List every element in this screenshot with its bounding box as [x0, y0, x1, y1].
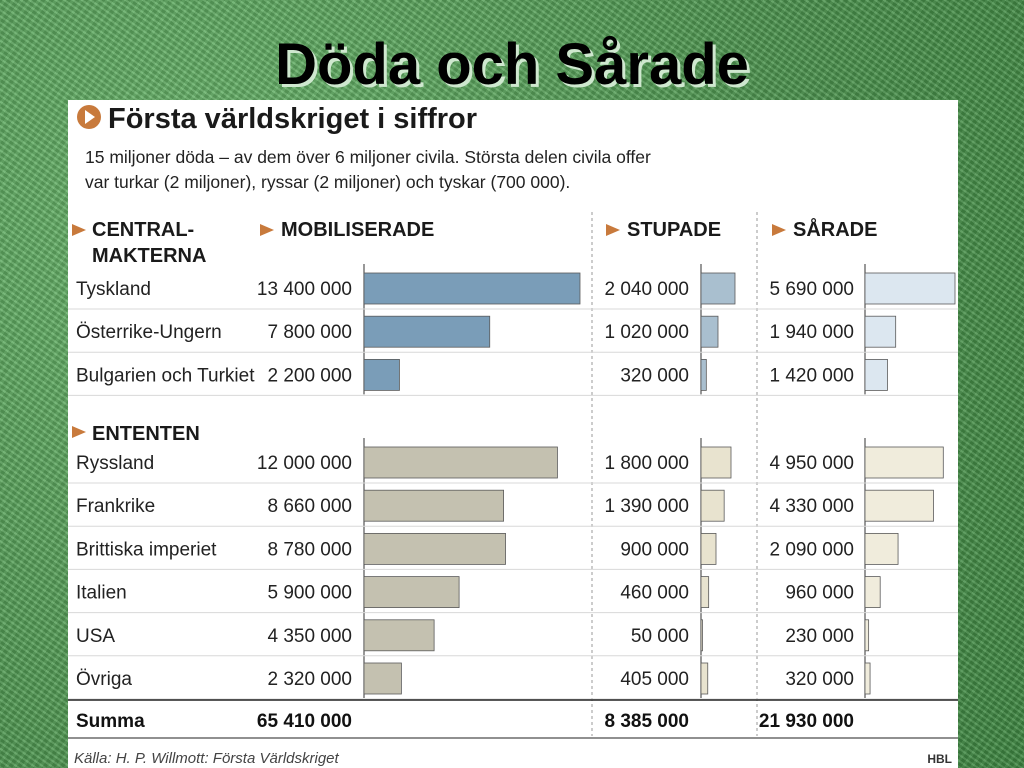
central-label-2: MAKTERNA [92, 245, 206, 267]
casualty-chart: Första världskriget i siffror 15 miljone… [68, 103, 958, 767]
sarade-value: 1 940 000 [769, 322, 854, 343]
mobiliserade-value: 5 900 000 [267, 583, 352, 604]
mobiliserade-value: 8 660 000 [267, 496, 352, 517]
country-label: Österrike-Ungern [76, 322, 222, 343]
stupade-value: 1 800 000 [604, 453, 689, 474]
col-head-stupade: STUPADE [627, 219, 721, 241]
stupade-value: 320 000 [620, 365, 689, 386]
stupade-value: 460 000 [620, 583, 689, 604]
sarade-bar [864, 446, 944, 479]
country-label: Bulgarien och Turkiet [76, 365, 255, 386]
sarade-value: 4 330 000 [769, 496, 854, 517]
intro-line-2: var turkar (2 miljoner), ryssar (2 miljo… [85, 172, 570, 192]
mobiliserade-bar [363, 662, 402, 695]
sarade-bar [864, 576, 881, 609]
mobiliserade-value: 12 000 000 [257, 453, 352, 474]
col-head-mobiliserade: MOBILISERADE [281, 219, 434, 241]
sarade-value: 2 090 000 [769, 539, 854, 560]
total-sarade: 21 930 000 [759, 711, 854, 732]
sarade-value: 960 000 [785, 583, 854, 604]
stupade-value: 50 000 [631, 626, 689, 647]
sarade-value: 320 000 [785, 669, 854, 690]
entente-arrow-icon [72, 426, 86, 438]
mobiliserade-bar [363, 272, 581, 305]
totals-label: Summa [76, 711, 145, 732]
stupade-bar [700, 532, 717, 565]
country-label: Ryssland [76, 453, 154, 474]
stupade-bar [700, 489, 725, 522]
slide-title: Döda och Sårade [275, 32, 749, 97]
country-label: Italien [76, 583, 127, 604]
infographic-panel: Första världskriget i siffror 15 miljone… [68, 100, 958, 768]
mobiliserade-bar [363, 619, 435, 652]
sarade-value: 4 950 000 [769, 453, 854, 474]
central-arrow-icon [72, 224, 86, 236]
sarade-value: 1 420 000 [769, 365, 854, 386]
panel-heading: Första världskriget i siffror [108, 103, 477, 135]
country-label: Brittiska imperiet [76, 539, 217, 560]
intro-line-1: 15 miljoner döda – av dem över 6 miljone… [85, 147, 651, 167]
mobiliserade-bar [363, 576, 460, 609]
mobiliserade-bar [363, 489, 504, 522]
country-label: Frankrike [76, 496, 155, 517]
country-label: Övriga [76, 669, 132, 690]
mobiliserade-value: 13 400 000 [257, 279, 352, 300]
mobiliserade-bar [363, 532, 506, 565]
mobiliserade-bar [363, 358, 400, 391]
mobiliserade-value: 7 800 000 [267, 322, 352, 343]
stupade-bar [700, 576, 710, 609]
col-head-sarade: SÅRADE [793, 217, 877, 241]
stupade-value: 900 000 [620, 539, 689, 560]
stupade-value: 2 040 000 [604, 279, 689, 300]
total-mobiliserade: 65 410 000 [257, 711, 352, 732]
mobiliserade-bar [363, 446, 558, 479]
sarade-bar [864, 315, 897, 348]
sarade-bar [864, 662, 871, 695]
stupade-bar [700, 446, 732, 479]
sar-arrow-icon [772, 224, 786, 236]
stupade-bar [700, 662, 709, 695]
sarade-bar [864, 489, 934, 522]
sarade-bar [864, 619, 870, 652]
country-label: Tyskland [76, 279, 151, 300]
brand-mark: HBL [927, 752, 952, 766]
entente-label: ENTENTEN [92, 423, 200, 445]
sarade-value: 5 690 000 [769, 279, 854, 300]
mobiliserade-value: 4 350 000 [267, 626, 352, 647]
total-stupade: 8 385 000 [604, 711, 689, 732]
mobiliserade-bar [363, 315, 491, 348]
mob-arrow-icon [260, 224, 274, 236]
stupade-bar [700, 358, 707, 391]
rows-layer: Tyskland 13 400 000 2 040 000 5 690 000 Öste… [68, 264, 958, 700]
stupade-bar [700, 272, 736, 305]
sarade-bar [864, 358, 888, 391]
central-label-1: CENTRAL- [92, 219, 194, 241]
stupade-bar [700, 315, 719, 348]
sarade-value: 230 000 [785, 626, 854, 647]
sarade-bar [864, 272, 956, 305]
stupade-value: 1 020 000 [604, 322, 689, 343]
stupade-value: 1 390 000 [604, 496, 689, 517]
mobiliserade-value: 2 200 000 [267, 365, 352, 386]
stu-arrow-icon [606, 224, 620, 236]
stupade-value: 405 000 [620, 669, 689, 690]
country-label: USA [76, 626, 115, 647]
source-note: Källa: H. P. Willmott: Första Världskrig… [74, 750, 340, 767]
mobiliserade-value: 8 780 000 [267, 539, 352, 560]
sarade-bar [864, 532, 899, 565]
heading-arrow-icon [85, 110, 95, 124]
mobiliserade-value: 2 320 000 [267, 669, 352, 690]
stupade-bar [700, 619, 703, 652]
